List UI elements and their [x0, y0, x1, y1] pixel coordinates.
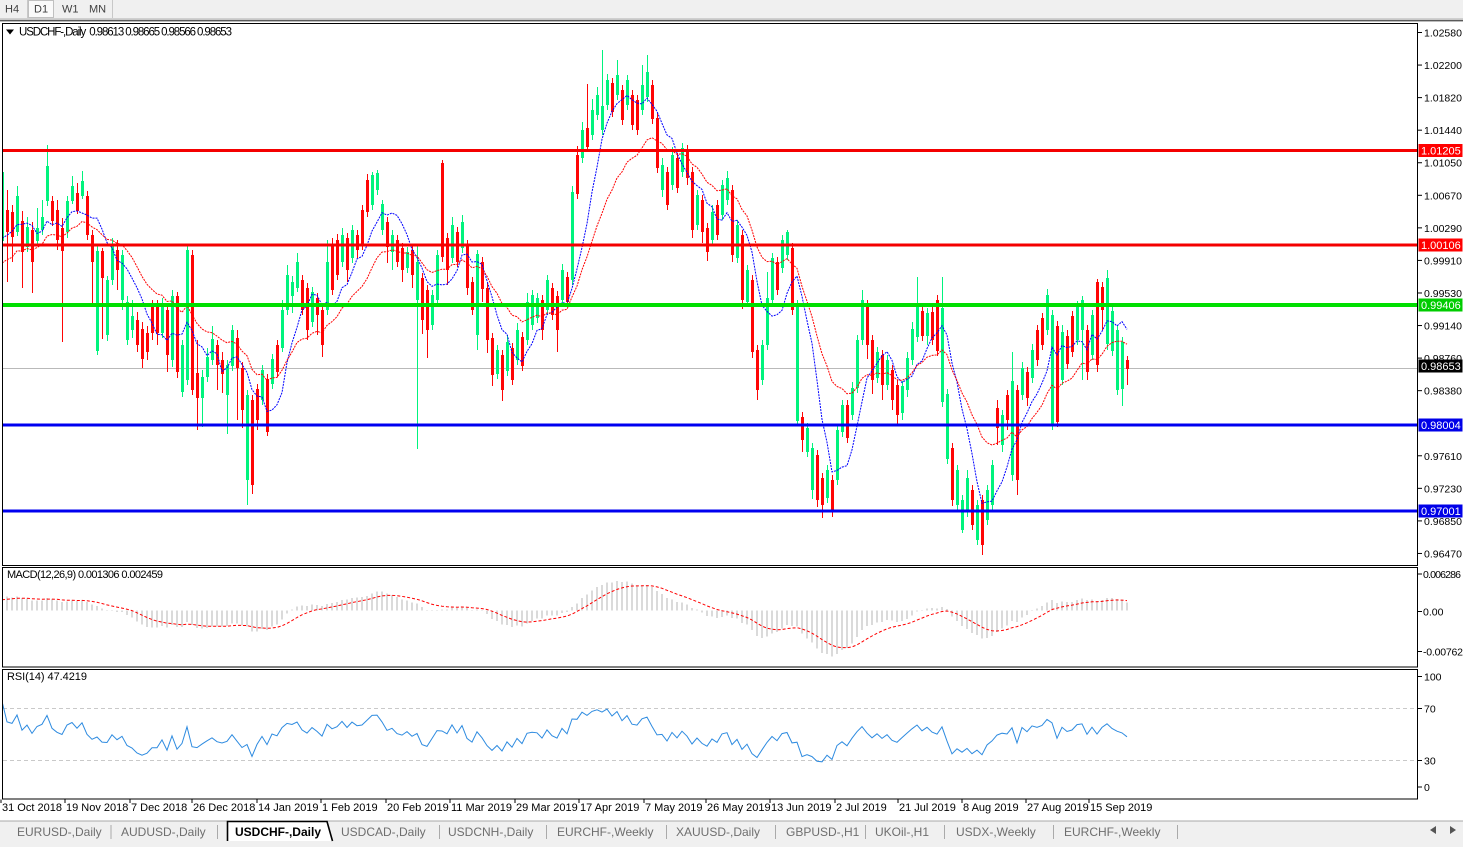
svg-text:1.02580: 1.02580 — [1424, 28, 1462, 40]
svg-text:29 Mar 2019: 29 Mar 2019 — [516, 802, 578, 814]
svg-text:EURCHF-,Weekly: EURCHF-,Weekly — [557, 825, 653, 839]
svg-text:7 Dec 2018: 7 Dec 2018 — [131, 802, 187, 814]
svg-text:0.98653: 0.98653 — [1421, 361, 1461, 373]
svg-text:0.006286: 0.006286 — [1423, 569, 1461, 581]
svg-text:RSI(14) 47.4219: RSI(14) 47.4219 — [7, 671, 87, 683]
svg-text:100: 100 — [1424, 672, 1442, 684]
svg-text:0.98004: 0.98004 — [1421, 420, 1461, 432]
svg-text:1.01050: 1.01050 — [1424, 158, 1462, 170]
svg-text:2 Jul 2019: 2 Jul 2019 — [836, 802, 887, 814]
svg-text:EURCHF-,Weekly: EURCHF-,Weekly — [1064, 825, 1160, 839]
svg-text:0.99910: 0.99910 — [1424, 255, 1462, 267]
svg-text:26 Dec 2018: 26 Dec 2018 — [193, 802, 255, 814]
svg-text:0: 0 — [1424, 782, 1430, 794]
svg-text:27 Aug 2019: 27 Aug 2019 — [1027, 802, 1089, 814]
svg-text:1.00106: 1.00106 — [1421, 240, 1461, 252]
svg-text:1.00670: 1.00670 — [1424, 190, 1462, 202]
svg-text:-0.00762: -0.00762 — [1423, 647, 1463, 659]
svg-text:0.00: 0.00 — [1423, 607, 1444, 619]
svg-text:AUDUSD-,Daily: AUDUSD-,Daily — [121, 825, 206, 839]
svg-text:0.97230: 0.97230 — [1424, 483, 1462, 495]
svg-text:8 Aug 2019: 8 Aug 2019 — [963, 802, 1019, 814]
svg-text:14 Jan 2019: 14 Jan 2019 — [258, 802, 319, 814]
svg-text:11 Mar 2019: 11 Mar 2019 — [451, 802, 512, 814]
svg-text:0.99406: 0.99406 — [1421, 300, 1461, 312]
svg-text:1.00290: 1.00290 — [1424, 223, 1462, 235]
svg-text:1 Feb 2019: 1 Feb 2019 — [322, 802, 378, 814]
svg-text:W1: W1 — [62, 4, 79, 16]
svg-text:USDCHF-,Daily: USDCHF-,Daily — [235, 825, 321, 839]
svg-text:0.96470: 0.96470 — [1424, 549, 1462, 561]
svg-text:15 Sep 2019: 15 Sep 2019 — [1090, 802, 1152, 814]
svg-text:0.97001: 0.97001 — [1421, 506, 1461, 518]
svg-text:19 Nov 2018: 19 Nov 2018 — [66, 802, 128, 814]
svg-text:1.01440: 1.01440 — [1424, 125, 1462, 137]
svg-text:USDCHF-,Daily 0.98613 0.98665: USDCHF-,Daily 0.98613 0.98665 0.98566 0.… — [19, 27, 232, 39]
svg-text:13 Jun 2019: 13 Jun 2019 — [771, 802, 832, 814]
svg-text:31 Oct 2018: 31 Oct 2018 — [2, 802, 62, 814]
svg-text:21 Jul 2019: 21 Jul 2019 — [899, 802, 956, 814]
svg-text:70: 70 — [1424, 704, 1436, 716]
svg-text:GBPUSD-,H1: GBPUSD-,H1 — [786, 825, 860, 839]
svg-text:UKOil-,H1: UKOil-,H1 — [875, 825, 929, 839]
svg-text:XAUUSD-,Daily: XAUUSD-,Daily — [676, 825, 760, 839]
svg-text:20 Feb 2019: 20 Feb 2019 — [387, 802, 449, 814]
svg-text:0.99140: 0.99140 — [1424, 321, 1462, 333]
svg-text:0.97610: 0.97610 — [1424, 451, 1462, 463]
svg-text:H4: H4 — [5, 4, 19, 16]
svg-text:1.01205: 1.01205 — [1421, 146, 1461, 158]
svg-text:1.01820: 1.01820 — [1424, 93, 1462, 105]
svg-text:USDX-,Weekly: USDX-,Weekly — [956, 825, 1036, 839]
svg-text:1.02200: 1.02200 — [1424, 60, 1462, 72]
svg-text:USDCNH-,Daily: USDCNH-,Daily — [448, 825, 533, 839]
svg-text:7 May 2019: 7 May 2019 — [645, 802, 702, 814]
svg-text:EURUSD-,Daily: EURUSD-,Daily — [17, 825, 102, 839]
svg-text:0.96850: 0.96850 — [1424, 516, 1462, 528]
svg-text:0.98380: 0.98380 — [1424, 386, 1462, 398]
svg-text:30: 30 — [1424, 756, 1436, 768]
svg-text:D1: D1 — [34, 4, 48, 16]
svg-text:17 Apr 2019: 17 Apr 2019 — [580, 802, 639, 814]
svg-text:USDCAD-,Daily: USDCAD-,Daily — [341, 825, 426, 839]
svg-text:MN: MN — [89, 4, 106, 16]
svg-text:MACD(12,26,9) 0.001306 0.00245: MACD(12,26,9) 0.001306 0.002459 — [7, 569, 163, 581]
svg-text:0.99530: 0.99530 — [1424, 288, 1462, 300]
svg-text:26 May 2019: 26 May 2019 — [707, 802, 771, 814]
